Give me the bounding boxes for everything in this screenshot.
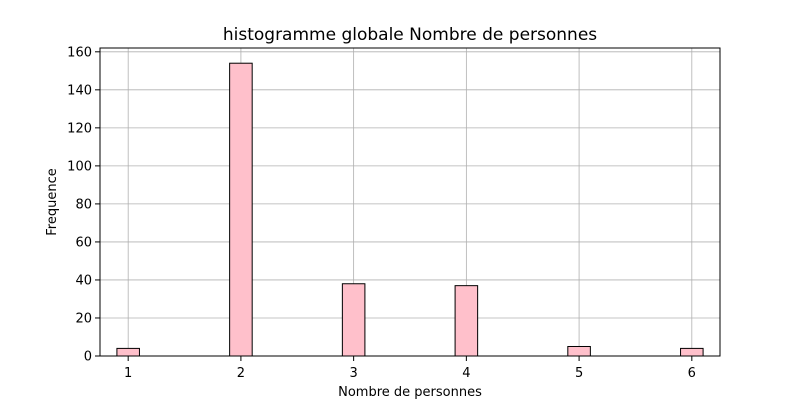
x-tick-label: 6 bbox=[688, 366, 696, 381]
histogram-bar-5 bbox=[567, 345, 591, 357]
histogram-bar-1 bbox=[116, 347, 140, 357]
histogram-bar-2 bbox=[229, 62, 253, 357]
x-tick-label: 2 bbox=[237, 366, 245, 381]
y-tick-label: 100 bbox=[67, 159, 92, 174]
y-tick-label: 0 bbox=[84, 350, 92, 365]
y-tick-label: 20 bbox=[75, 311, 92, 326]
y-tick-label: 80 bbox=[75, 197, 92, 212]
chart-title: histogramme globale Nombre de personnes bbox=[223, 25, 597, 45]
y-axis-label: Frequence bbox=[45, 168, 60, 235]
x-tick-label: 5 bbox=[575, 366, 583, 381]
y-tick-label: 40 bbox=[75, 273, 92, 288]
bars bbox=[116, 62, 704, 357]
histogram-bar-4 bbox=[454, 285, 479, 357]
y-tick-label: 160 bbox=[67, 45, 92, 60]
y-tick-label: 140 bbox=[67, 83, 92, 98]
x-tick-label: 4 bbox=[462, 366, 470, 381]
x-tick-label: 1 bbox=[124, 366, 132, 381]
grid-lines bbox=[100, 48, 720, 357]
histogram-bar-6 bbox=[680, 347, 704, 357]
y-tick-label: 120 bbox=[67, 121, 92, 136]
plot-frame bbox=[99, 47, 721, 357]
x-tick-label: 3 bbox=[349, 366, 357, 381]
x-axis-label: Nombre de personnes bbox=[338, 385, 482, 400]
histogram-bar-3 bbox=[341, 283, 366, 357]
y-tick-label: 60 bbox=[75, 235, 92, 250]
